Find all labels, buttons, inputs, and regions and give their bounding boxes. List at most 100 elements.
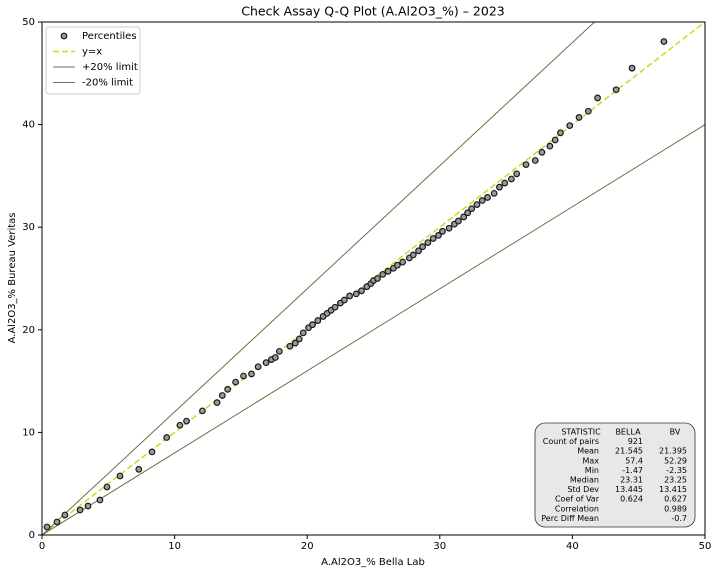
legend-box <box>45 26 141 95</box>
stats-header: BELLA <box>615 428 641 437</box>
point <box>454 217 462 225</box>
stats-value: 21.395 <box>659 447 687 456</box>
stats-header: STATISTIC <box>561 428 601 437</box>
stats-label: Perc Diff Mean <box>541 514 599 523</box>
point <box>551 136 559 144</box>
point <box>384 267 392 275</box>
point <box>275 347 283 355</box>
point <box>358 287 365 295</box>
point <box>116 472 124 480</box>
point <box>163 434 171 441</box>
point <box>61 511 69 519</box>
point <box>464 209 472 217</box>
chart-title: Check Assay Q-Q Plot (A.Al2O3_%) – 2023 <box>241 4 505 19</box>
line <box>42 124 705 535</box>
point <box>424 239 432 246</box>
stats-label: Mean <box>577 447 599 456</box>
point <box>415 247 422 255</box>
point <box>218 392 226 399</box>
point <box>299 329 307 337</box>
point <box>496 183 503 191</box>
point <box>473 201 481 209</box>
point <box>399 258 407 266</box>
point <box>435 232 442 239</box>
point <box>508 175 515 183</box>
point <box>419 243 426 251</box>
point <box>340 296 348 304</box>
point <box>501 179 509 187</box>
point <box>176 421 184 429</box>
point <box>612 86 620 94</box>
point <box>522 161 530 169</box>
point <box>429 235 437 242</box>
point <box>575 114 583 121</box>
y-tick-label: 10 <box>22 427 35 438</box>
legend-label: -20% limit <box>82 78 133 89</box>
point <box>513 170 521 178</box>
stats-value: 23.25 <box>664 476 687 485</box>
x-tick-label: 30 <box>433 541 446 552</box>
point <box>566 122 574 130</box>
stats-value: -0.7 <box>671 514 687 523</box>
y-tick-label: 40 <box>22 120 35 131</box>
stats-label: Coef of Var <box>555 495 600 504</box>
line <box>42 22 595 535</box>
point <box>584 107 592 115</box>
point <box>262 359 270 367</box>
point <box>224 385 232 393</box>
point <box>374 275 381 282</box>
point <box>331 303 339 311</box>
legend-label: Percentiles <box>82 31 137 42</box>
point <box>314 317 322 324</box>
point <box>286 342 294 350</box>
legend-label: y=x <box>82 47 102 58</box>
legend-label: +20% limit <box>82 62 138 73</box>
point <box>490 189 498 197</box>
stats-label: Std Dev <box>567 485 599 494</box>
stats-value: 13.445 <box>615 485 643 494</box>
point <box>484 194 491 201</box>
point <box>628 64 636 72</box>
point <box>352 290 360 298</box>
point <box>660 38 668 45</box>
point <box>53 518 61 526</box>
stats-header: BV <box>670 428 681 437</box>
stats-value: 57.4 <box>625 456 643 465</box>
stats-value: 21.545 <box>615 447 643 456</box>
stats-label: Max <box>582 456 599 465</box>
stats-value: 0.624 <box>620 495 643 504</box>
point <box>594 94 601 102</box>
point <box>460 213 468 221</box>
y-tick-label: 0 <box>29 530 35 541</box>
point <box>43 523 51 531</box>
x-tick-label: 0 <box>39 541 45 552</box>
legend-marker <box>60 32 68 40</box>
y-tick-label: 20 <box>22 325 35 336</box>
stats-label: Correlation <box>555 504 599 513</box>
stats-value: -2.35 <box>666 466 687 475</box>
point <box>135 465 143 473</box>
point <box>546 142 554 150</box>
stats-value: 13.415 <box>659 485 687 494</box>
point <box>439 227 446 235</box>
point <box>199 407 206 415</box>
stats-label: Count of pairs <box>543 437 599 446</box>
stats-label: Min <box>585 466 599 475</box>
stats-value: 0.627 <box>664 495 687 504</box>
x-axis-label: A.Al2O3_% Bella Lab <box>321 557 425 568</box>
y-axis-label: A.Al2O3_% Bureau Veritas <box>7 213 18 344</box>
x-tick-label: 20 <box>301 541 314 552</box>
x-tick-label: 40 <box>566 541 579 552</box>
point <box>295 335 303 343</box>
point <box>84 502 92 510</box>
point <box>213 399 221 407</box>
point <box>445 224 453 232</box>
point <box>291 339 299 347</box>
stats-value: 52.29 <box>664 456 687 465</box>
point <box>248 370 255 378</box>
point <box>393 261 401 269</box>
plot-area <box>42 22 705 535</box>
point <box>538 148 546 156</box>
point <box>478 197 486 204</box>
